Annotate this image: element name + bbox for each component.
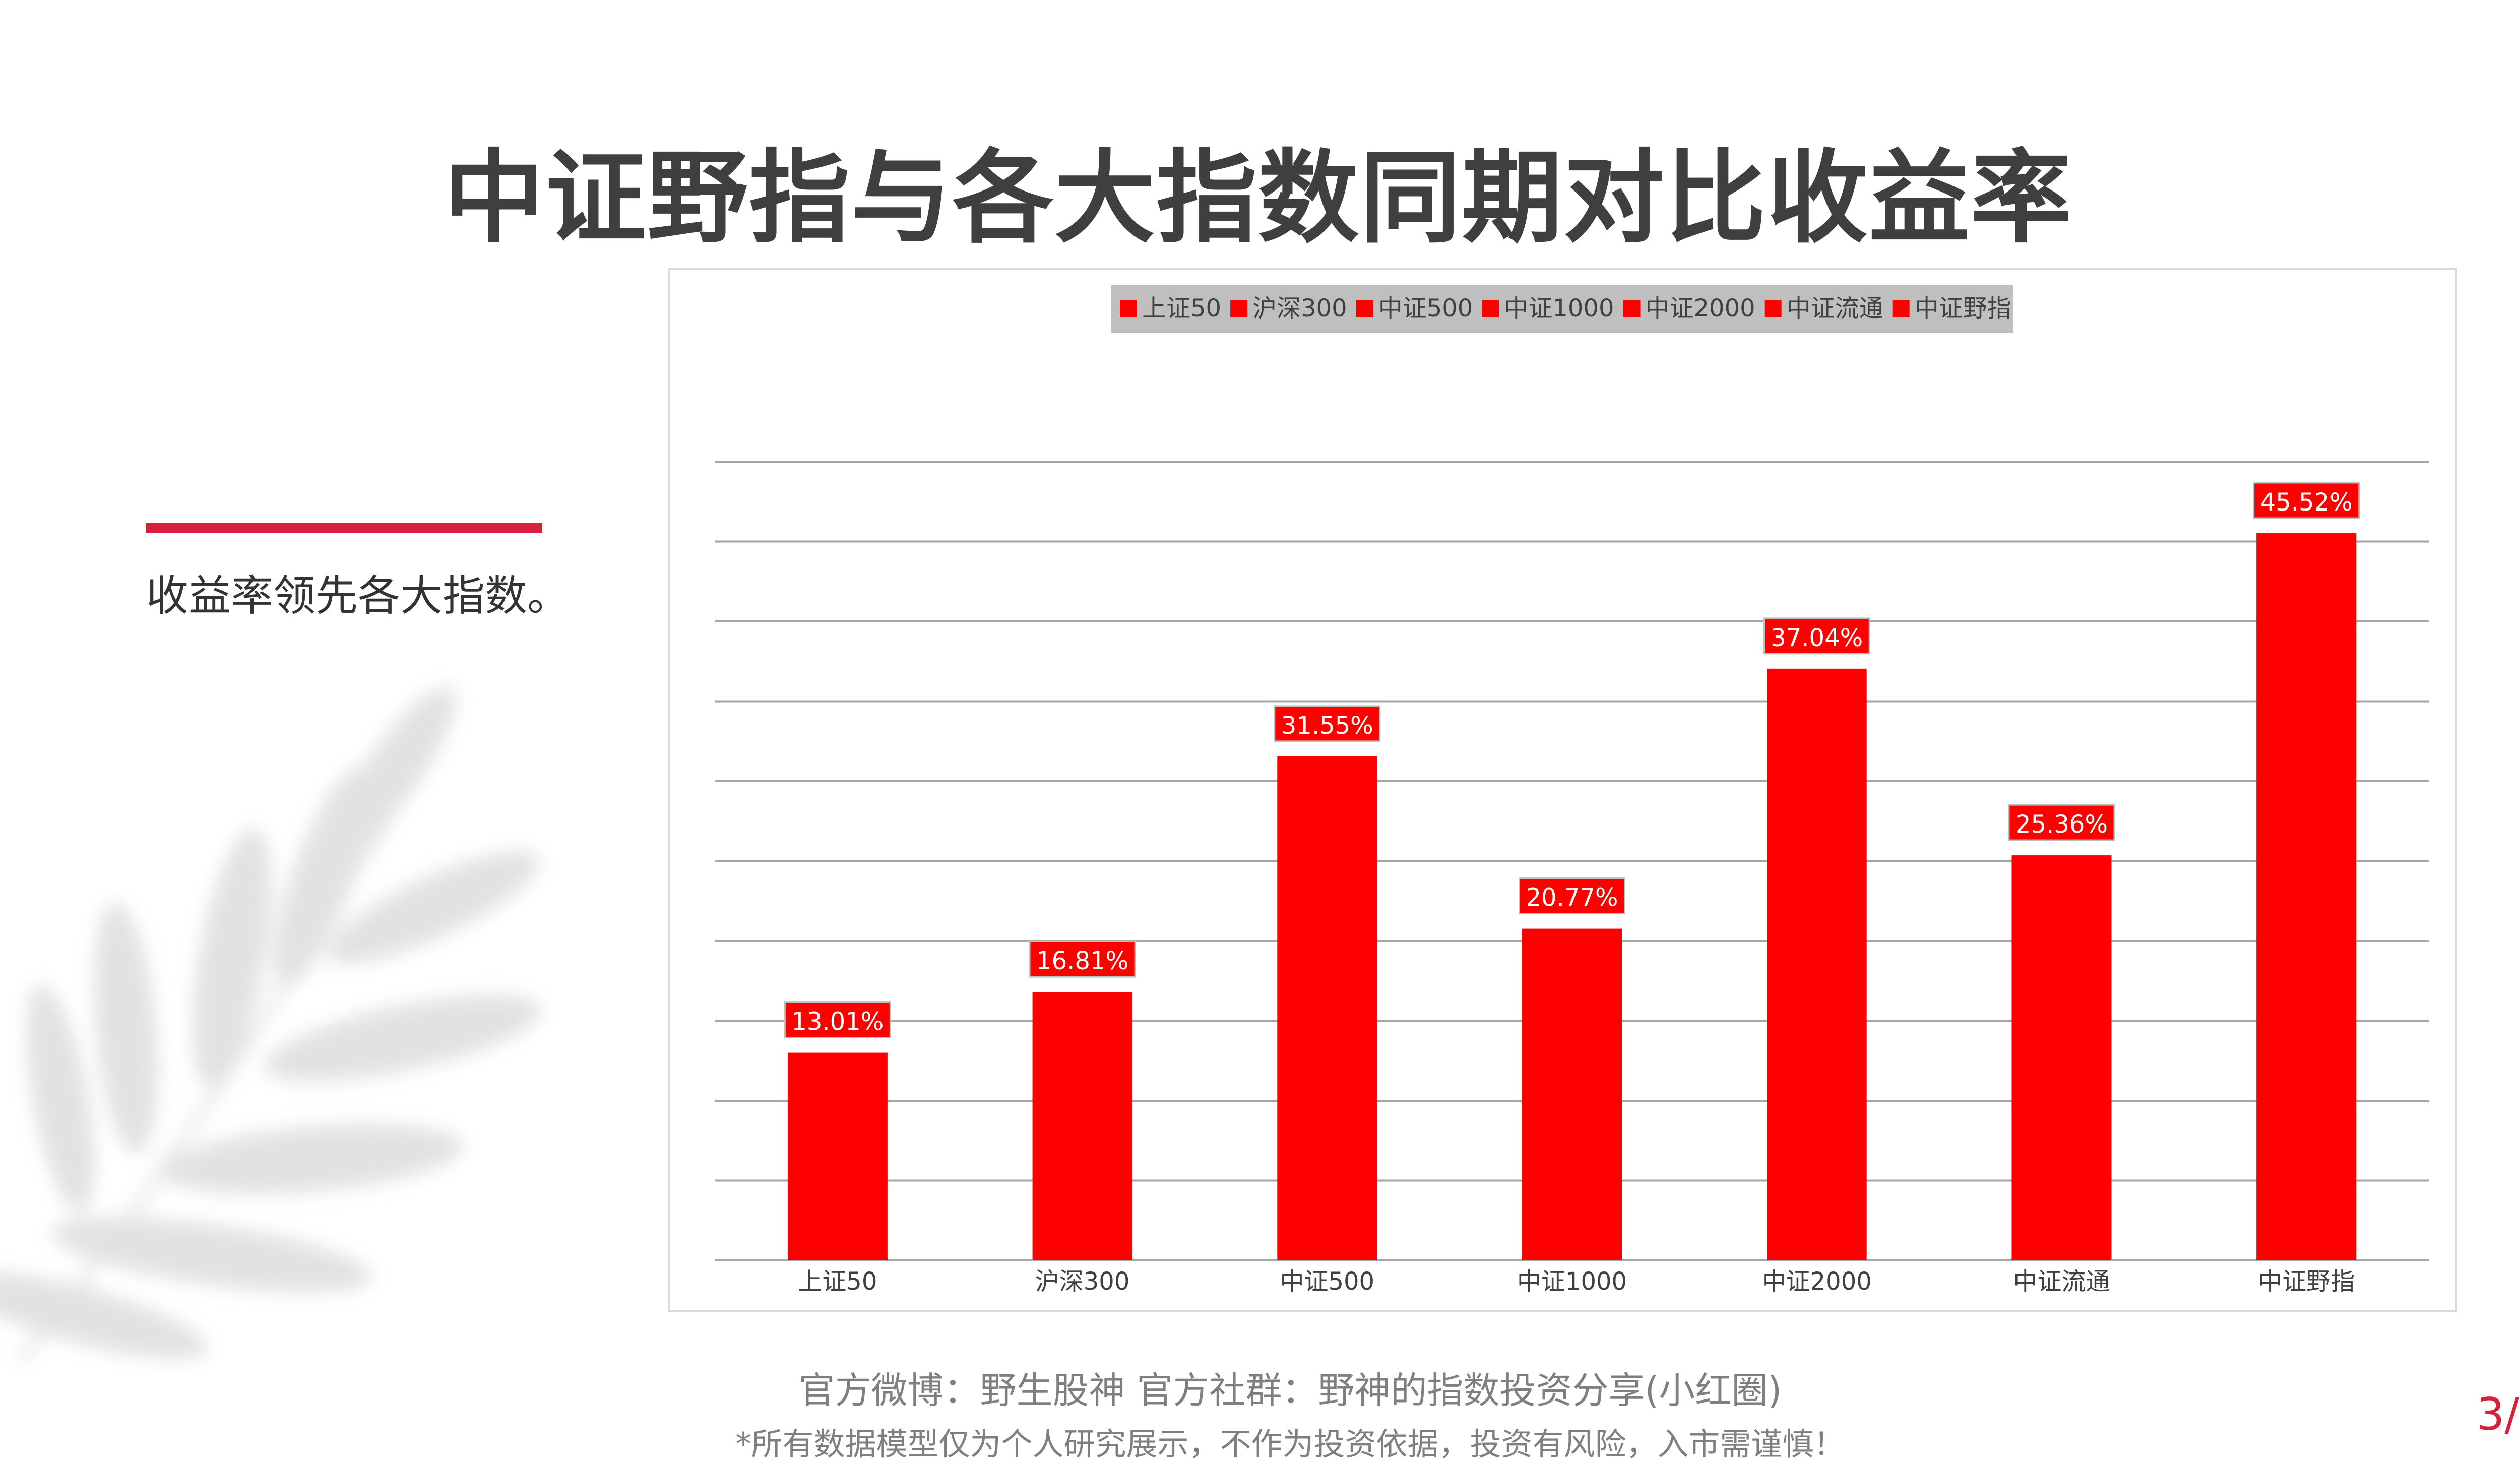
bar [2256, 533, 2357, 1260]
legend-swatch [1892, 300, 1910, 317]
x-tick-label: 中证1000 [1517, 1267, 1627, 1296]
data-label-background [1518, 877, 1626, 915]
leaf-shadow-decoration [0, 687, 542, 1363]
legend-swatch [1230, 300, 1248, 317]
x-tick-label: 中证2000 [1762, 1267, 1872, 1296]
data-label: 37.04% [1771, 624, 1863, 652]
bar [1522, 928, 1622, 1260]
x-tick-label: 沪深300 [1035, 1267, 1130, 1296]
slide-title: 中证野指与各大指数同期对比收益率 [444, 140, 2073, 257]
data-label: 45.52% [2260, 488, 2353, 517]
footer-disclaimer: *所有数据模型仅为个人研究展示，不作为投资依据，投资有风险，入市需谨慎！ [735, 1426, 1845, 1462]
side-text: 收益率领先各大指数。 [146, 571, 570, 620]
legend-swatch [1764, 300, 1782, 317]
data-label-background [1763, 617, 1870, 655]
legend-label: 沪深300 [1252, 294, 1347, 323]
legend-label: 中证流通 [1787, 294, 1883, 323]
legend-background [1111, 285, 2013, 333]
x-tick-label: 中证流通 [2013, 1267, 2110, 1296]
legend-swatch [1120, 300, 1137, 317]
legend-label: 中证500 [1378, 294, 1473, 323]
page-number: 3/4 [2476, 1388, 2520, 1440]
data-label-background [2008, 804, 2115, 841]
chart-frame: 上证50 沪深300 中证500 中证1000 中证2000 中证流通 中证野指 13.01%… [668, 268, 2457, 1312]
data-label: 13.01% [791, 1008, 884, 1036]
legend-swatch [1623, 300, 1641, 317]
bar [1767, 668, 1867, 1260]
data-label: 16.81% [1036, 947, 1128, 975]
x-tick-label: 上证50 [798, 1267, 877, 1296]
legend-swatch [1356, 300, 1373, 317]
footer-social-info: 官方微博：野生股神 官方社群：野神的指数投资分享(小红圈) [798, 1369, 1782, 1412]
data-label-background [2253, 482, 2360, 519]
x-tick-label: 中证野指 [2258, 1267, 2355, 1296]
x-tick-label: 中证500 [1280, 1267, 1374, 1296]
legend-label: 上证50 [1142, 294, 1221, 323]
bar [1277, 756, 1377, 1260]
legend-label: 中证野指 [1915, 294, 2011, 323]
data-label: 25.36% [2015, 810, 2108, 839]
data-label-background [1029, 940, 1136, 978]
legend-label: 中证2000 [1646, 294, 1755, 323]
bar [787, 1052, 888, 1260]
data-label-background [1274, 705, 1381, 742]
bar [1032, 992, 1132, 1260]
legend-swatch [1482, 300, 1499, 317]
bar [2011, 855, 2112, 1260]
chart-svg: 上证50 沪深300 中证500 中证1000 中证2000 中证流通 中证野指13.01%… [715, 285, 2429, 1296]
legend-label: 中证1000 [1504, 294, 1614, 323]
accent-bar [146, 523, 542, 533]
data-label: 20.77% [1526, 884, 1618, 912]
data-label: 31.55% [1281, 712, 1373, 740]
data-label-background [784, 1001, 891, 1039]
